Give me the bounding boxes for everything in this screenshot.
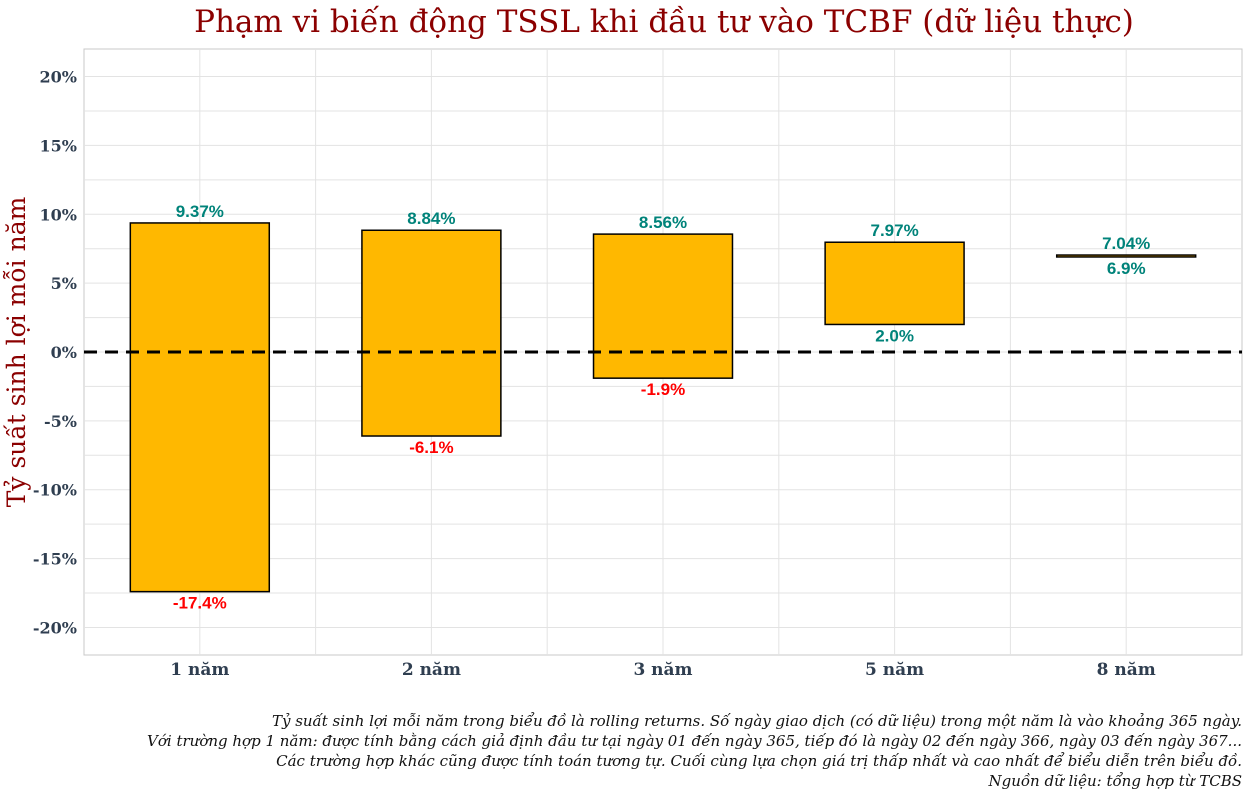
max-value-label: 8.84%: [407, 209, 455, 228]
x-tick-label: 1 năm: [170, 660, 229, 680]
caption-line: Tỷ suất sinh lợi mỗi năm trong biểu đồ l…: [271, 712, 1242, 730]
y-tick-label: -15%: [33, 550, 77, 569]
y-tick-label: 0%: [51, 343, 77, 362]
caption-line: Với trường hợp 1 năm: được tính bằng các…: [147, 732, 1242, 750]
caption-line: Các trường hợp khác cũng được tính toán …: [276, 752, 1242, 770]
range-bar: [1055, 254, 1197, 258]
bars: [129, 222, 1197, 593]
range-bar: [129, 222, 271, 593]
max-value-label: 8.56%: [639, 213, 687, 232]
range-bar: [824, 241, 965, 326]
chart-caption: Tỷ suất sinh lợi mỗi năm trong biểu đồ l…: [42, 711, 1242, 791]
y-axis-label: Tỷ suất sinh lợi mỗi năm: [2, 196, 31, 507]
y-tick-label: -5%: [44, 412, 77, 431]
max-value-label: 9.37%: [176, 202, 224, 221]
x-tick-label: 8 năm: [1097, 660, 1156, 680]
x-tick-label: 3 năm: [633, 660, 692, 680]
range-bar-chart: Phạm vi biến động TSSL khi đầu tư vào TC…: [2, 4, 1243, 680]
x-tick-label: 2 năm: [402, 660, 461, 680]
min-value-label: -6.1%: [409, 438, 453, 457]
max-value-label: 7.97%: [870, 221, 918, 240]
x-axis-ticks: 1 năm 2 năm 3 năm 5 năm 8 năm: [170, 660, 1156, 680]
x-tick-label: 5 năm: [865, 660, 924, 680]
y-tick-label: 15%: [40, 136, 77, 155]
min-value-label: -17.4%: [173, 594, 227, 613]
max-value-label: 7.04%: [1102, 234, 1150, 253]
min-value-label: -1.9%: [641, 380, 685, 399]
chart-title: Phạm vi biến động TSSL khi đầu tư vào TC…: [194, 4, 1134, 40]
y-tick-label: 10%: [40, 205, 77, 224]
data-labels: 9.37% -17.4% 8.84% -6.1% 8.56% -1.9% 7.97% 2.0%…: [173, 202, 1150, 613]
y-tick-label: 20%: [40, 68, 77, 87]
y-tick-label: -20%: [33, 618, 77, 637]
min-value-label: 2.0%: [875, 326, 914, 345]
y-tick-label: -10%: [33, 481, 77, 500]
y-tick-label: 5%: [51, 274, 77, 293]
range-bar: [361, 229, 502, 437]
y-axis-ticks: 20% 15% 10% 5% 0% -5% -10% -15% -20%: [33, 68, 77, 638]
min-value-label: 6.9%: [1107, 259, 1146, 278]
range-bar: [592, 233, 734, 379]
caption-line: Nguồn dữ liệu: tổng hợp từ TCBS: [988, 772, 1242, 790]
